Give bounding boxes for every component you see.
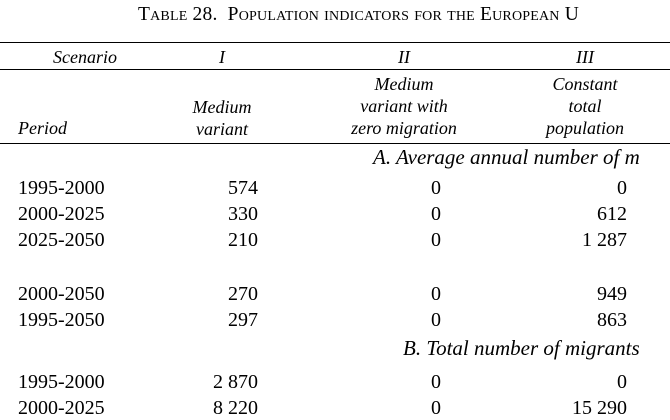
column-i-line: Medium (192, 97, 252, 117)
section-b-heading: B. Total number of migrants (403, 336, 640, 360)
value-cell: 0 (431, 397, 441, 419)
value-cell: 0 (431, 371, 441, 393)
period-label: Period (18, 118, 67, 138)
period-cell: 2000-2025 (18, 203, 105, 225)
value-cell: 949 (597, 283, 627, 305)
value-cell: 574 (228, 177, 258, 199)
section-a-heading: A. Average annual number of m (373, 145, 640, 169)
scenario-label: Scenario (53, 47, 117, 67)
column-i-header: Medium variant (193, 96, 252, 140)
value-cell: 0 (431, 177, 441, 199)
value-cell: 0 (617, 371, 627, 393)
value-cell: 270 (228, 283, 258, 305)
column-ii-numeral: II (398, 47, 410, 67)
column-ii-header: Medium variant with zero migration (351, 73, 457, 139)
value-cell: 15 290 (572, 397, 627, 419)
value-cell: 210 (228, 229, 258, 251)
value-cell: 0 (431, 203, 441, 225)
period-cell: 2025-2050 (18, 229, 105, 251)
column-i-numeral: I (219, 47, 225, 67)
value-cell: 1 287 (582, 229, 627, 251)
value-cell: 0 (431, 229, 441, 251)
value-cell: 0 (431, 309, 441, 331)
column-i-line: variant (195, 119, 248, 139)
period-cell: 1995-2000 (18, 371, 105, 393)
value-cell: 0 (617, 177, 627, 199)
column-iii-numeral: III (576, 47, 594, 67)
table-label: Table 28. (138, 4, 218, 25)
value-cell: 0 (431, 283, 441, 305)
value-cell: 863 (597, 309, 627, 331)
period-cell: 2000-2025 (18, 397, 105, 419)
value-cell: 8 220 (213, 397, 258, 419)
column-iii-line: total (568, 96, 602, 116)
column-iii-line: Constant (552, 74, 618, 94)
value-cell: 612 (597, 203, 627, 225)
top-rule (0, 42, 670, 43)
column-ii-line: zero migration (351, 118, 457, 138)
table-subject: Population indicators for the European U (227, 4, 579, 25)
header-rule (0, 143, 670, 144)
value-cell: 297 (228, 309, 258, 331)
value-cell: 2 870 (213, 371, 258, 393)
column-iii-header: Constant total population (546, 73, 624, 139)
column-ii-line: variant with (360, 96, 448, 116)
table-title: Table 28. Population indicators for the … (138, 4, 579, 26)
value-cell: 330 (228, 203, 258, 225)
period-cell: 1995-2050 (18, 309, 105, 331)
column-ii-line: Medium (374, 74, 434, 94)
scenario-rule (0, 69, 670, 70)
column-iii-line: population (545, 118, 625, 138)
period-cell: 1995-2000 (18, 177, 105, 199)
period-cell: 2000-2050 (18, 283, 105, 305)
